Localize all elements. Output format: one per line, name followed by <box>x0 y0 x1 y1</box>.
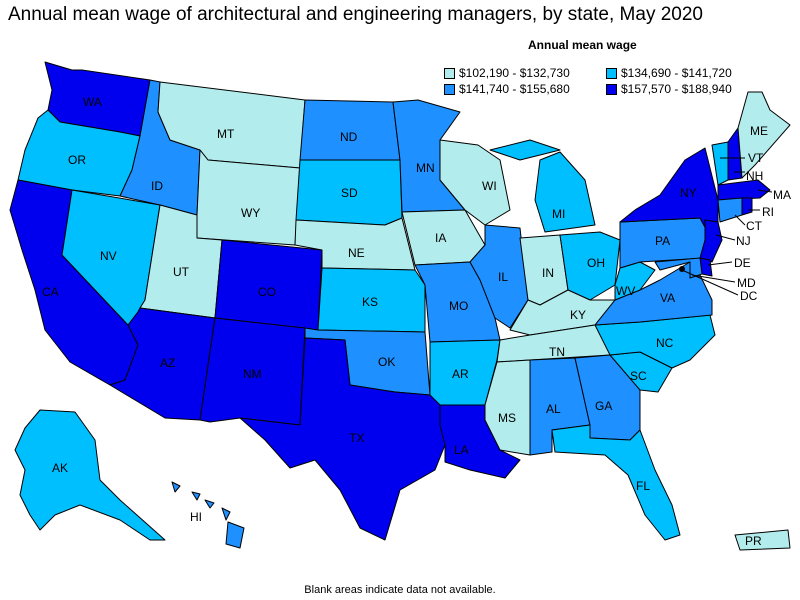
legend-swatch-tier4 <box>606 83 617 95</box>
legend-item-tier4: $157,570 - $188,940 <box>606 82 732 96</box>
label-NY: NY <box>680 186 697 200</box>
legend-label-tier4: $157,570 - $188,940 <box>621 82 732 96</box>
label-leaders <box>681 157 773 296</box>
footnote: Blank areas indicate data not available. <box>304 584 496 596</box>
legend-item-tier1: $102,190 - $132,730 <box>444 66 570 80</box>
state-PR[interactable] <box>734 529 791 551</box>
label-OH: OH <box>587 256 605 270</box>
label-WI: WI <box>482 179 497 193</box>
state-FL[interactable] <box>551 424 681 541</box>
label-WY: WY <box>241 206 260 220</box>
label-SD: SD <box>341 186 358 200</box>
label-IL: IL <box>498 270 508 284</box>
label-NH: NH <box>746 169 763 183</box>
state-MI[interactable] <box>489 139 596 233</box>
legend-label-tier2: $134,690 - $141,720 <box>621 66 732 80</box>
legend-label-tier3: $141,740 - $155,680 <box>459 82 570 96</box>
label-NJ: NJ <box>736 234 751 248</box>
label-KS: KS <box>362 295 378 309</box>
label-TX: TX <box>349 431 364 445</box>
label-VA: VA <box>660 291 675 305</box>
state-AK[interactable] <box>14 409 166 541</box>
label-AZ: AZ <box>160 356 175 370</box>
label-MO: MO <box>449 299 468 313</box>
label-WA: WA <box>83 95 102 109</box>
label-ND: ND <box>340 130 358 144</box>
label-TN: TN <box>549 345 565 359</box>
label-NC: NC <box>656 336 674 350</box>
label-MN: MN <box>416 161 435 175</box>
state-MA[interactable] <box>717 179 771 201</box>
legend-swatch-tier3 <box>444 83 455 95</box>
label-MD: MD <box>737 276 756 290</box>
label-KY: KY <box>570 308 586 322</box>
state-HI[interactable] <box>171 481 245 549</box>
label-DC: DC <box>740 289 758 303</box>
legend-swatch-tier1 <box>444 67 455 79</box>
state-NY[interactable] <box>619 147 719 241</box>
state-MD[interactable] <box>654 257 703 279</box>
label-MA: MA <box>773 188 791 202</box>
label-ID: ID <box>151 179 163 193</box>
label-PR: PR <box>745 534 762 548</box>
map-title: Annual mean wage of architectural and en… <box>8 4 703 25</box>
state-VA[interactable] <box>594 261 713 326</box>
legend-swatch-tier2 <box>606 67 617 79</box>
label-AK: AK <box>52 461 68 475</box>
label-MT: MT <box>217 127 235 141</box>
label-MS: MS <box>498 411 516 425</box>
legend-title: Annual mean wage <box>528 38 637 52</box>
state-TX[interactable] <box>239 337 446 541</box>
label-PA: PA <box>655 234 670 248</box>
label-CA: CA <box>42 285 59 299</box>
label-IA: IA <box>435 231 446 245</box>
state-ME[interactable] <box>737 91 791 179</box>
label-SC: SC <box>630 369 647 383</box>
label-ME: ME <box>750 124 768 138</box>
label-GA: GA <box>595 399 612 413</box>
label-CO: CO <box>258 285 276 299</box>
state-KS[interactable] <box>317 267 426 333</box>
label-MI: MI <box>552 207 565 221</box>
legend-label-tier1: $102,190 - $132,730 <box>459 66 570 80</box>
legend-item-tier2: $134,690 - $141,720 <box>606 66 732 80</box>
label-DE: DE <box>734 256 751 270</box>
label-AL: AL <box>546 402 561 416</box>
label-OK: OK <box>378 355 395 369</box>
label-NE: NE <box>348 246 365 260</box>
label-NV: NV <box>100 249 117 263</box>
label-NM: NM <box>243 367 262 381</box>
label-UT: UT <box>173 265 190 279</box>
state-VT[interactable] <box>711 141 729 186</box>
label-AR: AR <box>452 367 469 381</box>
label-FL: FL <box>636 479 650 493</box>
label-WV: WV <box>616 284 635 298</box>
label-CT: CT <box>746 219 763 233</box>
state-RI[interactable] <box>741 197 753 216</box>
state-WI[interactable] <box>439 139 511 226</box>
label-LA: LA <box>454 443 469 457</box>
label-HI: HI <box>190 510 202 524</box>
state-NJ[interactable] <box>699 219 723 263</box>
label-RI: RI <box>762 205 774 219</box>
label-VT: VT <box>748 151 764 165</box>
legend-item-tier3: $141,740 - $155,680 <box>444 82 570 96</box>
label-IN: IN <box>542 266 554 280</box>
label-OR: OR <box>68 153 86 167</box>
